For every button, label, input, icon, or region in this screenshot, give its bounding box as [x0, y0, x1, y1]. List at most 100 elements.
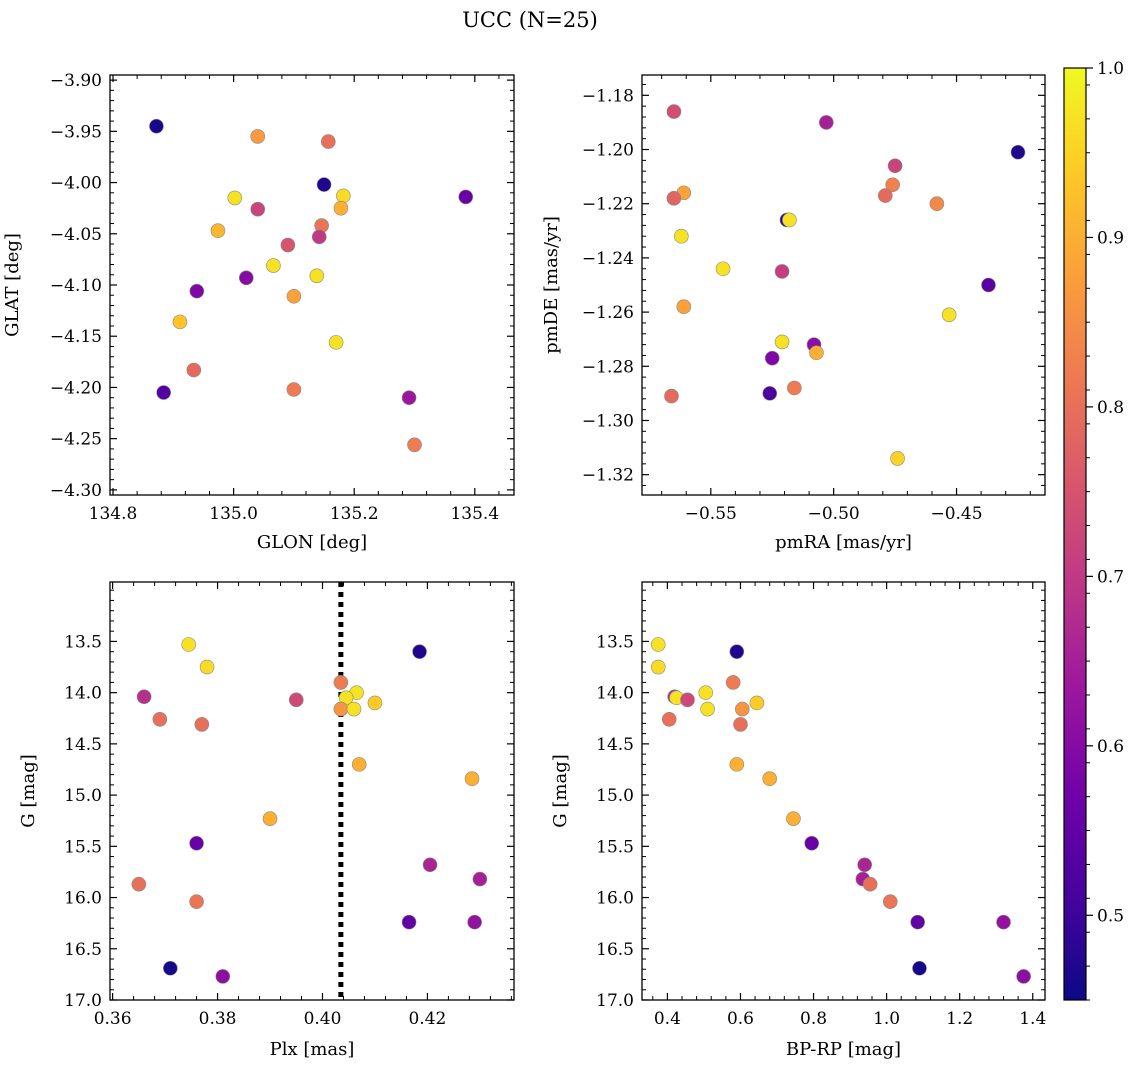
scatter-panel-3: 0.36 0.38 0.40 0.42 13.5 14.0 14.5 15.0 15.5 16.0…	[18, 581, 515, 1060]
x-tick-label: 134.8	[89, 504, 138, 524]
data-point	[262, 811, 278, 826]
data-point	[676, 299, 692, 314]
data-point	[156, 385, 171, 400]
data-point	[333, 701, 349, 717]
data-point	[729, 644, 745, 659]
data-point	[136, 689, 152, 705]
data-point	[941, 307, 957, 323]
y-axis-label: GLAT [deg]	[2, 233, 23, 337]
y-tick-label: −4.20	[50, 378, 102, 398]
data-point	[238, 270, 254, 286]
panels: 134.8 135.0 135.2 135.4 −4.30 −4.25 −4.20 −4.15…	[2, 71, 1046, 1060]
data-point	[734, 701, 750, 717]
y-tick-label: 17.0	[596, 991, 634, 1011]
data-point	[786, 811, 801, 826]
data-point	[929, 196, 945, 212]
scatter-panel-4: 0.4 0.6 0.8 1.0 1.2 1.4 13.5 14.0 14.5 15.0 15.5 16…	[550, 581, 1046, 1060]
data-point	[336, 188, 351, 204]
x-tick-label: 0.38	[199, 1009, 237, 1029]
data-point	[181, 637, 197, 652]
data-point	[818, 115, 834, 130]
data-point	[189, 894, 204, 909]
y-tick-label: −3.90	[50, 71, 102, 91]
data-point	[464, 771, 480, 787]
data-point	[288, 692, 304, 708]
x-tick-label: 0.4	[654, 1009, 681, 1029]
x-tick-label: 1.2	[946, 1009, 973, 1029]
x-axis-label: pmRA [mas/yr]	[775, 532, 912, 553]
y-tick-label: 14.0	[64, 684, 102, 704]
data-point	[650, 637, 666, 652]
data-point	[401, 390, 417, 405]
x-tick-label: 0.8	[800, 1009, 827, 1029]
data-point	[286, 288, 302, 304]
data-point	[309, 268, 325, 284]
data-point	[316, 177, 332, 192]
data-point	[280, 237, 296, 253]
y-tick-label: 16.0	[596, 889, 634, 909]
data-point	[472, 871, 488, 887]
data-point	[152, 711, 168, 727]
y-tick-label: 14.5	[64, 735, 102, 755]
colorbar-tick-label: 0.6	[1097, 737, 1124, 757]
scatter-panel-1: 134.8 135.0 135.2 135.4 −4.30 −4.25 −4.20 −4.15…	[2, 71, 515, 553]
data-point	[227, 190, 243, 206]
data-point	[698, 685, 714, 700]
axes-frame	[109, 581, 515, 1001]
data-point	[910, 914, 925, 930]
axes-frame	[109, 74, 515, 496]
data-point	[407, 437, 422, 453]
figure-title: UCC (N=25)	[462, 8, 598, 32]
data-point	[163, 960, 178, 976]
data-point	[172, 314, 188, 330]
x-tick-label: 135.0	[209, 504, 258, 524]
data-point	[877, 188, 893, 203]
data-point	[650, 659, 666, 675]
y-tick-label: −4.00	[50, 174, 102, 194]
data-point	[680, 692, 695, 708]
axes-frame	[641, 74, 1046, 496]
y-tick-label: −1.32	[582, 466, 634, 486]
x-tick-label: 0.36	[94, 1009, 132, 1029]
x-tick-label: 1.0	[873, 1009, 900, 1029]
data-point	[199, 659, 215, 675]
y-tick-label: −1.26	[582, 303, 634, 323]
data-point	[749, 695, 765, 711]
y-tick-label: −1.28	[582, 357, 634, 377]
x-tick-label: 0.40	[304, 1009, 342, 1029]
data-point	[346, 701, 362, 717]
y-tick-label: 15.0	[64, 786, 102, 806]
data-point	[1010, 144, 1026, 160]
data-point	[804, 835, 820, 851]
data-point	[912, 960, 927, 976]
x-tick-label: 0.42	[408, 1009, 446, 1029]
y-tick-label: −4.25	[50, 430, 102, 450]
y-tick-label: 16.5	[64, 940, 102, 960]
data-point	[996, 914, 1011, 930]
y-tick-label: 13.5	[64, 632, 102, 652]
data-point	[210, 223, 226, 239]
data-point	[186, 362, 202, 378]
data-point	[774, 334, 790, 350]
x-axis-label: GLON [deg]	[257, 532, 367, 553]
data-point	[664, 388, 679, 404]
y-tick-label: −4.15	[50, 327, 102, 347]
data-point	[333, 675, 349, 690]
data-point	[661, 711, 677, 727]
y-axis-label: pmDE [mas/yr]	[541, 216, 562, 354]
data-point	[189, 835, 204, 851]
colorbar-tick-label: 0.7	[1097, 567, 1124, 587]
data-point	[422, 857, 438, 873]
y-tick-label: 15.5	[596, 837, 634, 857]
data-point	[328, 335, 344, 350]
y-tick-label: −4.30	[50, 481, 102, 501]
y-axis-label: G [mag]	[18, 754, 39, 827]
data-point	[715, 261, 731, 277]
data-point	[458, 189, 474, 205]
colorbar-tick-label: 0.5	[1097, 906, 1124, 926]
data-point	[733, 717, 748, 732]
data-point	[189, 283, 205, 299]
y-tick-label: −1.22	[582, 195, 634, 215]
y-tick-label: 17.0	[64, 991, 102, 1011]
x-tick-label: −0.45	[930, 504, 982, 524]
